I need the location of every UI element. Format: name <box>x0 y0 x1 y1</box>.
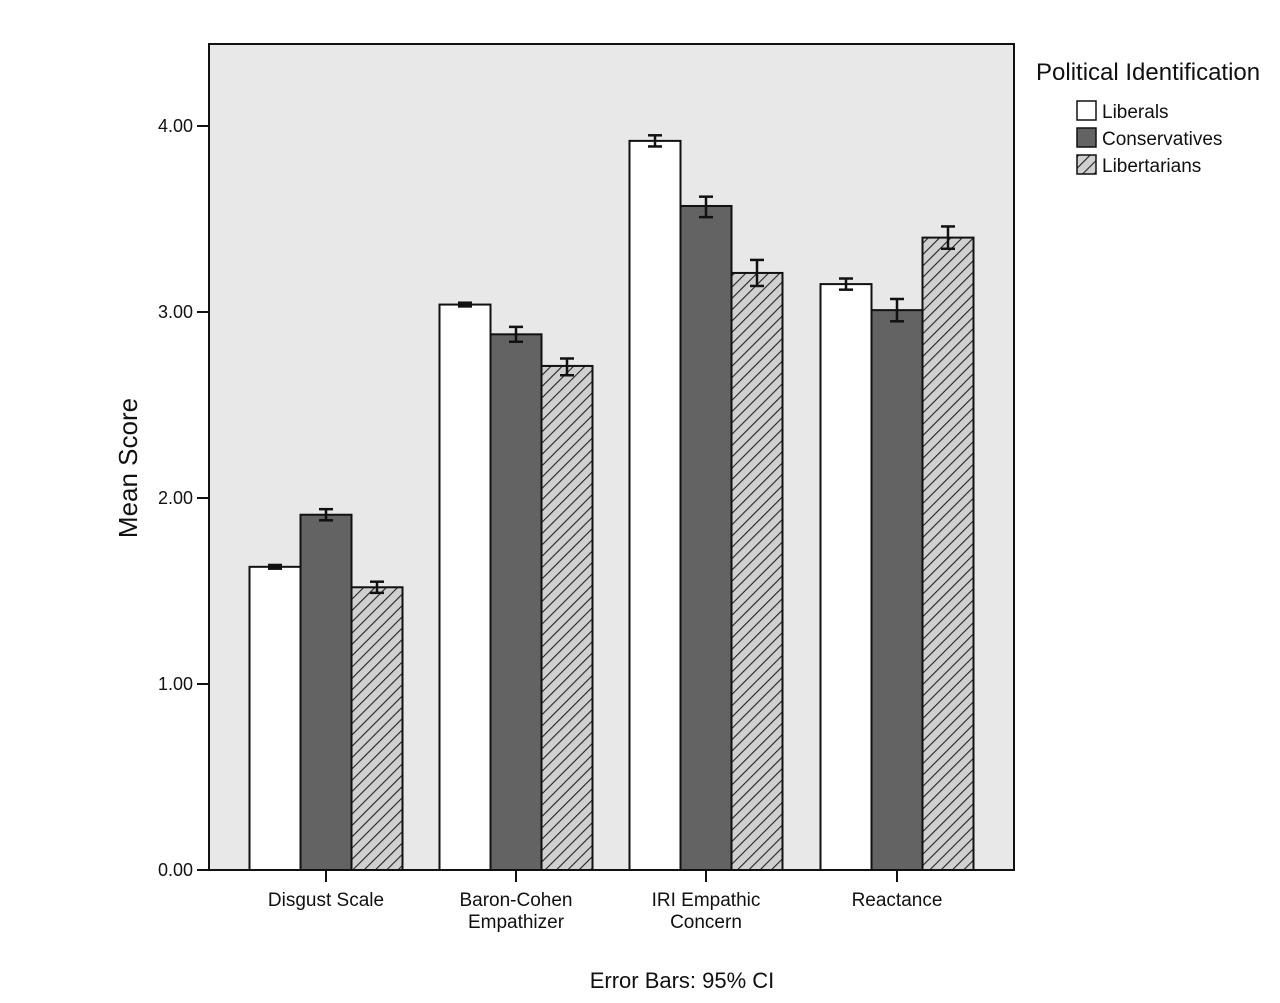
y-tick-label: 2.00 <box>158 488 193 508</box>
footnote: Error Bars: 95% CI <box>590 968 775 993</box>
y-axis-label: Mean Score <box>113 398 143 538</box>
legend-swatch-liberals <box>1076 100 1097 121</box>
bar-libertarians <box>350 586 404 872</box>
bar-conservatives <box>299 513 353 871</box>
bar-conservatives <box>489 333 543 871</box>
legend-swatch-libertarians <box>1076 154 1097 175</box>
legend-title: Political Identification <box>1036 59 1260 86</box>
y-tick-label: 3.00 <box>158 302 193 322</box>
x-tick-label: Concern <box>670 912 742 933</box>
bar-conservatives <box>870 309 924 871</box>
legend-label-libertarians: Libertarians <box>1102 156 1201 177</box>
bar-liberals <box>628 139 682 871</box>
bar-liberals <box>819 283 873 872</box>
legend-label-liberals: Liberals <box>1102 102 1169 123</box>
bar-liberals <box>248 565 302 871</box>
x-tick-label: Empathizer <box>468 912 565 933</box>
legend-swatch-conservatives <box>1076 127 1097 148</box>
y-tick-label: 1.00 <box>158 674 193 694</box>
x-tick-label: Reactance <box>852 890 943 911</box>
legend-label-conservatives: Conservatives <box>1102 129 1222 150</box>
bar-libertarians <box>921 236 975 872</box>
legend: Political Identification Liberals Conserv… <box>1036 59 1260 177</box>
bar-libertarians <box>730 271 784 871</box>
y-tick-label: 4.00 <box>158 116 193 136</box>
bar-liberals <box>438 303 492 871</box>
x-tick-label: Disgust Scale <box>268 890 384 911</box>
x-tick-label: IRI Empathic <box>652 890 761 911</box>
bar-conservatives <box>679 204 733 872</box>
y-tick-label: 0.00 <box>158 860 193 880</box>
bar-libertarians <box>540 364 594 871</box>
x-tick-label: Baron-Cohen <box>459 890 572 911</box>
